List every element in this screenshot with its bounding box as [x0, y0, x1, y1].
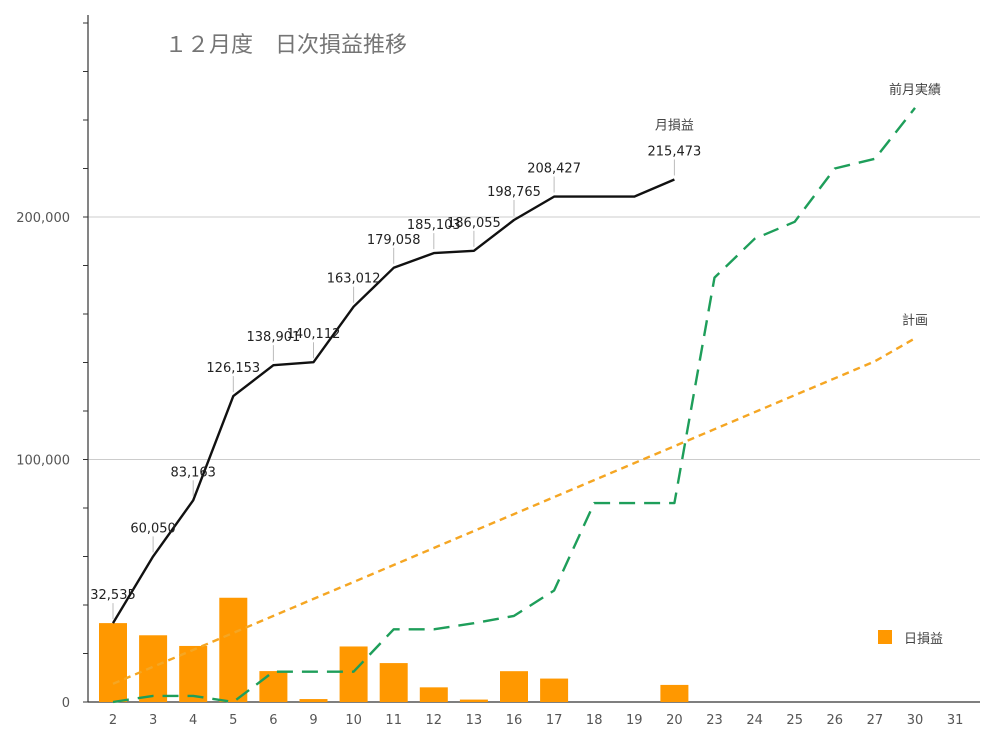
data-label: 185,103: [407, 218, 461, 233]
y-tick-label: 0: [62, 696, 70, 711]
line-series: [111, 107, 916, 704]
data-label: 179,058: [367, 233, 421, 248]
bar: [179, 645, 208, 702]
data-label: 83,163: [170, 465, 216, 480]
bar: [660, 684, 689, 702]
x-tick-label: 5: [229, 713, 237, 728]
x-tick-label: 31: [947, 713, 964, 728]
x-tick-label: 12: [426, 713, 443, 728]
bar: [500, 671, 528, 702]
x-tick-label: 11: [385, 713, 402, 728]
x-tick-label: 18: [586, 713, 603, 728]
x-tick-label: 13: [466, 713, 483, 728]
x-tick-label: 25: [786, 713, 803, 728]
y-tick-label: 200,000: [16, 211, 70, 226]
x-tick-label: 24: [746, 713, 763, 728]
bar: [259, 671, 288, 702]
data-label: 126,153: [206, 361, 260, 376]
data-label: 60,050: [130, 521, 176, 536]
data-label: 186,055: [447, 216, 501, 231]
data-label: 32,535: [90, 588, 136, 603]
x-tick-label: 26: [827, 713, 844, 728]
x-tick-label: 20: [666, 713, 683, 728]
x-tick-label: 27: [867, 713, 884, 728]
x-tick-label: 30: [907, 713, 924, 728]
y-tick-label: 100,000: [16, 454, 70, 469]
x-tick-label: 10: [345, 713, 362, 728]
chart-title: １２月度 日次損益推移: [165, 33, 407, 58]
data-label: 138,901: [247, 330, 301, 345]
data-label: 140,112: [287, 327, 341, 342]
data-label: 163,012: [327, 272, 381, 287]
x-tick-label: 16: [506, 713, 523, 728]
line-solid: [111, 178, 675, 624]
x-tick-label: 6: [269, 713, 277, 728]
bar: [219, 597, 248, 702]
series-label: 月損益: [655, 118, 694, 133]
x-tick-label: 2: [109, 713, 117, 728]
x-tick-label: 23: [706, 713, 723, 728]
legend-swatch: [878, 630, 892, 644]
bar: [339, 646, 368, 702]
series-label: 計画: [902, 312, 928, 328]
bar: [99, 623, 127, 702]
bar-series: [99, 597, 689, 702]
data-label: 198,765: [487, 185, 541, 200]
bar: [139, 635, 168, 702]
bar: [299, 699, 328, 702]
x-tick-label: 9: [309, 713, 317, 728]
bar: [459, 699, 488, 702]
x-tick-label: 4: [189, 713, 197, 728]
x-tick-label: 19: [626, 713, 643, 728]
x-tick-label: 3: [149, 713, 157, 728]
x-tick-label: 17: [546, 713, 563, 728]
line-dashed: [112, 107, 916, 704]
bar: [419, 687, 448, 702]
legend: 日損益: [878, 630, 943, 647]
bar: [540, 678, 569, 702]
data-label: 208,427: [527, 162, 581, 177]
data-label: 215,473: [648, 144, 702, 159]
gridlines: [88, 216, 980, 460]
bar: [379, 663, 408, 702]
series-label: 前月実績: [889, 82, 941, 98]
line-dotted: [112, 337, 916, 685]
legend-label: 日損益: [904, 632, 943, 647]
